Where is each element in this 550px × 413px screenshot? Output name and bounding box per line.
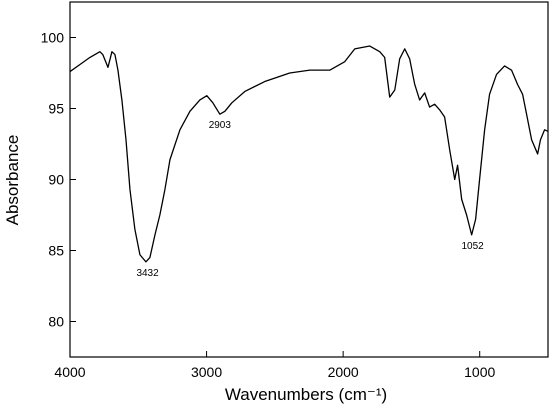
peak-annotation: 1052 (461, 241, 484, 252)
y-tick-label: 80 (48, 314, 64, 330)
peak-annotation: 2903 (209, 120, 232, 131)
plot-frame (69, 1, 549, 358)
y-axis-label: Absorbance (3, 135, 22, 226)
x-tick-label: 2000 (328, 364, 359, 380)
y-tick-label: 95 (48, 101, 64, 117)
x-tick-label: 4000 (54, 364, 85, 380)
x-tick-label: 1000 (464, 364, 495, 380)
x-axis-label: Wavenumbers (cm⁻¹) (225, 385, 387, 404)
peak-annotation: 3432 (136, 268, 159, 279)
y-tick-label: 85 (48, 243, 64, 259)
x-tick-label: 3000 (191, 364, 222, 380)
y-tick-label: 90 (48, 172, 64, 188)
y-tick-label: 100 (41, 30, 65, 46)
spectrum-line (69, 45, 548, 263)
